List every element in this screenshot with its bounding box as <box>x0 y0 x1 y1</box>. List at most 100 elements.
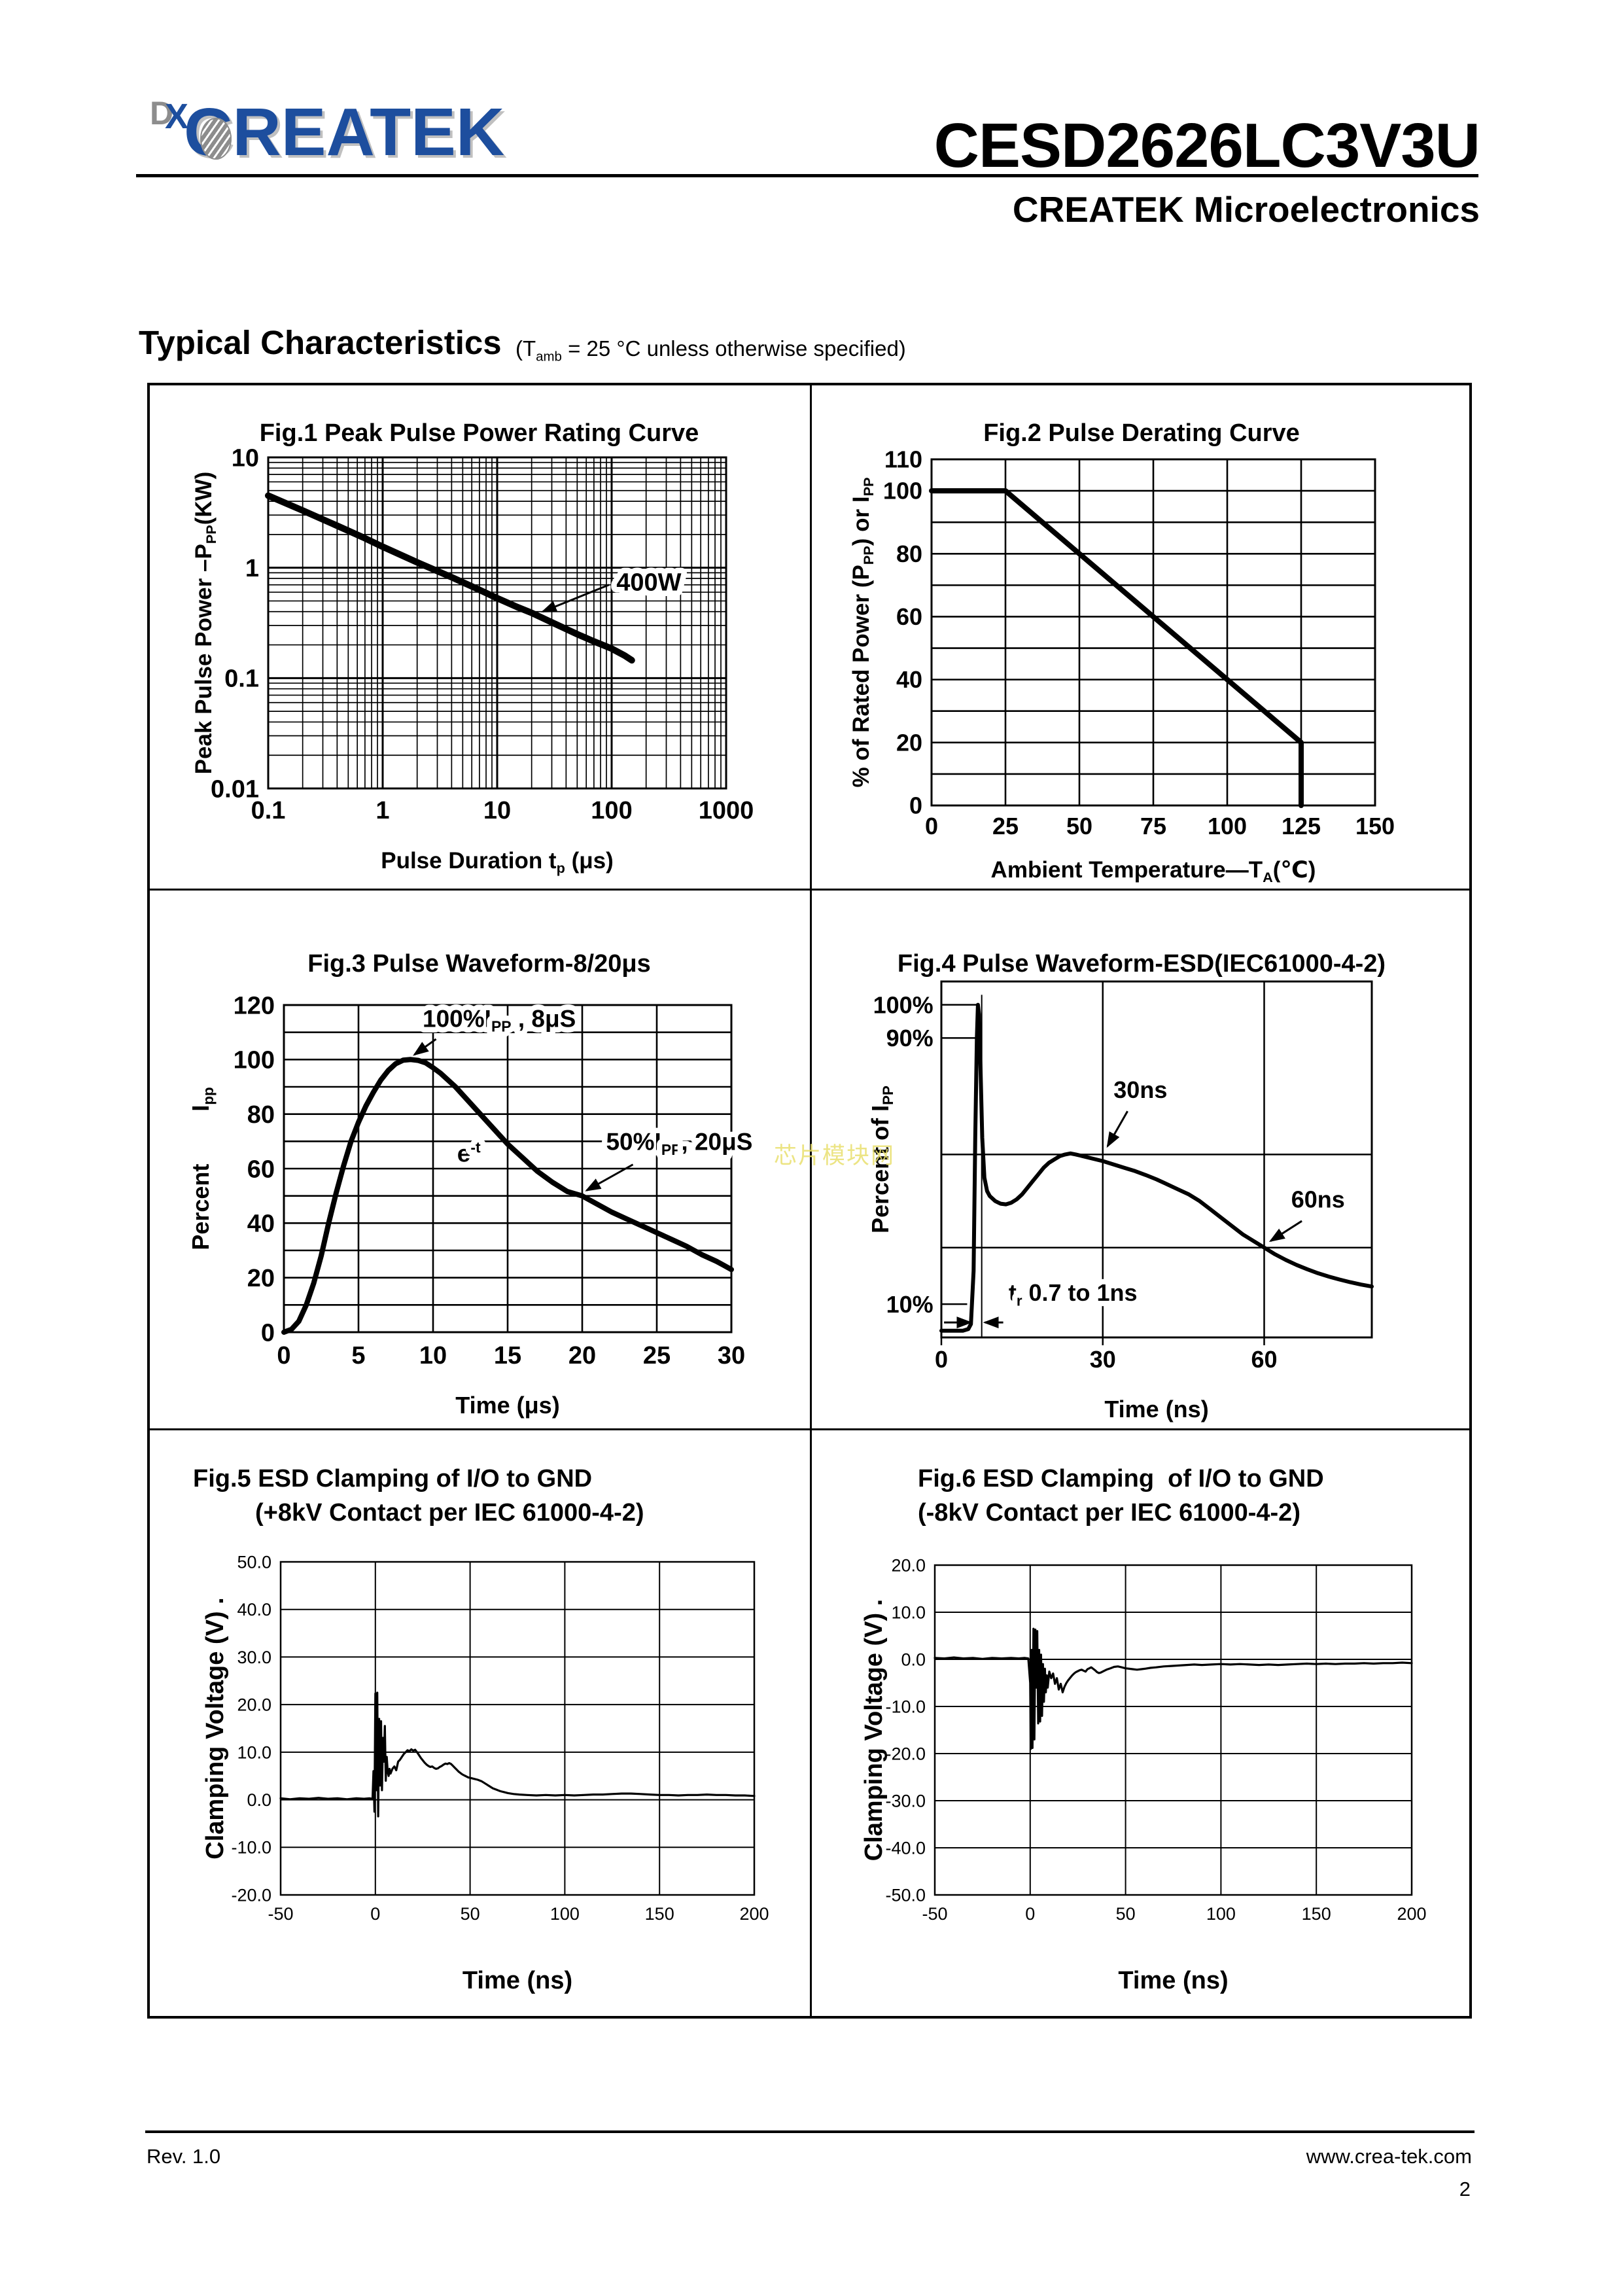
fig2-pulse-derating-curve-label: 50 <box>1066 813 1092 839</box>
figure-cell-fig2: Fig.2 Pulse Derating Curve 0 25 50 75 100 125… <box>811 383 1472 890</box>
fig3-pulse-waveform-8-20us-label: Percent Ipp <box>187 1087 217 1250</box>
logo-globe-icon <box>200 118 232 160</box>
fig5-esd-clamping-positive-8kv-series-0 <box>279 1691 756 1818</box>
table-divider-row2 <box>147 1428 1472 1430</box>
fig3-pulse-waveform-8-20us-label: 60 <box>247 1156 275 1183</box>
fig5-esd-clamping-positive-8kv-label: -20.0 <box>231 1885 271 1905</box>
fig5-esd-clamping-positive-8kv-label: 100 <box>550 1904 580 1924</box>
fig6-esd-clamping-negative-8kv-label: 0.0 <box>901 1650 926 1669</box>
fig3-pulse-waveform-8-20us-arrow <box>413 1038 437 1056</box>
fig3-pulse-waveform-8-20us-arrow <box>585 1163 634 1192</box>
fig5-esd-clamping-positive-8kv-label: -10.0 <box>231 1838 271 1858</box>
fig5-title-line1: Fig.5 ESD Clamping of I/O to GND <box>193 1465 593 1492</box>
fig6-esd-clamping-negative-8kv: -50 0 50 100 150 200 20.0 10.0 0.0 -10.0 -20.0 -30.… <box>860 1555 1427 1994</box>
fig5-esd-clamping-positive-8kv-label: 20.0 <box>237 1695 271 1715</box>
fig2-title: Fig.2 Pulse Derating Curve <box>983 419 1300 447</box>
table-divider-row1 <box>147 889 1472 891</box>
fig6-esd-clamping-negative-8kv-label: 200 <box>1397 1904 1426 1924</box>
fig5-esd-clamping-positive-8kv-label: 30.0 <box>237 1648 271 1667</box>
fig1-peak-pulse-power-rating-curve-label: 1 <box>245 555 259 582</box>
fig4-pulse-waveform-esd-iec61000-4-2-label: tr 0.7 to 1ns <box>1009 1279 1138 1309</box>
figure-cell-fig1: Fig.1 Peak Pulse Power Rating Curve 0.1 1… <box>147 383 811 890</box>
fig2-pulse-derating-curve-series-0 <box>929 488 1304 808</box>
fig3-pulse-waveform-8-20us-label: 15 <box>494 1342 521 1369</box>
fig2-pulse-derating-curve-label: 20 <box>896 729 922 756</box>
fig6-esd-clamping-negative-8kv-label: -40.0 <box>885 1838 926 1858</box>
fig2-pulse-derating-curve-label: 150 <box>1355 813 1395 839</box>
fig3-pulse-waveform-8-20us: 0 5 10 15 20 25 30 120 100 80 60 40 20 0 Time (μs) Perc… <box>187 992 758 1419</box>
fig5-esd-clamping-positive-8kv-label: 50.0 <box>237 1552 271 1572</box>
header-rule <box>136 174 1478 177</box>
fig6-esd-clamping-negative-8kv-label: Time (ns) <box>1118 1967 1228 1994</box>
figure-cell-fig6: Fig.6 ESD Clamping of I/O to GND (-8kV C… <box>811 1430 1472 2019</box>
fig1-peak-pulse-power-rating-curve-label: 400W <box>616 569 681 597</box>
fig3-pulse-waveform-8-20us-label: 0 <box>261 1319 275 1347</box>
fig2-pulse-derating-curve-label: 40 <box>896 666 922 693</box>
fig4-pulse-waveform-esd-iec61000-4-2-arrow <box>1106 1110 1128 1148</box>
logo-wordmark: CREATEK <box>184 94 505 169</box>
fig1-peak-pulse-power-rating-curve-label: 10 <box>483 797 511 824</box>
fig4-pulse-waveform-esd-iec61000-4-2-label: 100% <box>873 991 934 1018</box>
fig1-peak-pulse-power-rating-curve-label: Pulse Duration tp (μs) <box>381 848 614 876</box>
fig5-esd-clamping-positive-8kv-label: 40.0 <box>237 1600 271 1619</box>
fig3-pulse-waveform-8-20us-label: 0 <box>277 1342 290 1369</box>
fig4-pulse-waveform-esd-iec61000-4-2-label: 30ns <box>1113 1076 1167 1103</box>
fig6-esd-clamping-negative-8kv-label: -50 <box>922 1904 947 1924</box>
table-divider-vertical <box>810 383 812 2019</box>
fig6-esd-clamping-negative-8kv-label: -20.0 <box>885 1744 926 1763</box>
fig1-peak-pulse-power-rating-curve-label: 0.1 <box>251 797 286 824</box>
fig1-peak-pulse-power-rating-curve-label: 1 <box>375 797 389 824</box>
fig1-peak-pulse-power-rating-curve-label: 10 <box>232 444 259 472</box>
fig6-esd-clamping-negative-8kv-label: 10.0 <box>891 1602 926 1622</box>
fig2-pulse-derating-curve-label: Ambient Temperature—TA(℃) <box>991 857 1316 885</box>
fig3-pulse-waveform-8-20us-label: 100%IPP , 8μS <box>423 1005 576 1034</box>
footer-rule <box>145 2130 1475 2133</box>
fig6-esd-clamping-negative-8kv-label: 150 <box>1302 1904 1331 1924</box>
fig5-esd-clamping-positive-8kv-label: Time (ns) <box>462 1967 572 1994</box>
fig4-pulse-waveform-esd-iec61000-4-2-label: Percent of IPP <box>867 1086 896 1233</box>
fig4-pulse-waveform-esd-iec61000-4-2-label: 10% <box>886 1291 934 1318</box>
fig4-pulse-waveform-esd-iec61000-4-2-label: 60ns <box>1291 1186 1345 1213</box>
fig6-esd-clamping-negative-8kv-label: -50.0 <box>885 1885 926 1905</box>
fig5-esd-clamping-positive-8kv-label: 50 <box>461 1904 480 1924</box>
fig2-pulse-derating-curve-label: 0 <box>909 792 922 819</box>
fig3-pulse-waveform-8-20us-label: 5 <box>351 1342 365 1369</box>
fig5-title-line2: (+8kV Contact per IEC 61000-4-2) <box>255 1499 644 1527</box>
figure-cell-fig3: Fig.3 Pulse Waveform-8/20μs 0 5 10 15 20 25 30… <box>147 890 811 1430</box>
fig2-pulse-derating-curve: 0 25 50 75 100 125 150 110 100 80 60 40 20 0 Ambient T… <box>848 446 1395 885</box>
fig1-peak-pulse-power-rating-curve-label: 0.01 <box>211 775 259 803</box>
fig5-esd-clamping-positive-8kv-label: 200 <box>739 1904 769 1924</box>
fig5-esd-clamping-positive-8kv: -50 0 50 100 150 200 50.0 40.0 30.0 20.0 10.0 0.0 -1… <box>201 1552 769 1994</box>
fig2-pulse-derating-curve-label: % of Rated Power (PPP) or IPP <box>848 477 877 787</box>
fig6-esd-clamping-negative-8kv-label: 20.0 <box>891 1555 926 1575</box>
fig5-esd-clamping-positive-8kv-label: -50 <box>268 1904 293 1924</box>
fig1-peak-pulse-power-rating-curve-label: 0.1 <box>224 665 259 693</box>
footer-page-number: 2 <box>1459 2178 1471 2200</box>
fig4-pulse-waveform-esd-iec61000-4-2-label: Time (ns) <box>1104 1396 1208 1422</box>
fig4-pulse-waveform-esd-iec61000-4-2-label: 0 <box>935 1346 948 1373</box>
fig2-pulse-derating-curve-label: 125 <box>1282 813 1321 839</box>
fig5-esd-clamping-positive-8kv-label: 150 <box>645 1904 674 1924</box>
footer-revision: Rev. 1.0 <box>147 2145 221 2168</box>
fig4-pulse-waveform-esd-iec61000-4-2-label: 60 <box>1251 1346 1277 1373</box>
figure-table: Fig.1 Peak Pulse Power Rating Curve 0.1 1… <box>147 383 1472 2019</box>
fig3-pulse-waveform-8-20us-label: Time (μs) <box>455 1392 559 1419</box>
watermark: 芯片模块网 <box>774 1143 896 1169</box>
figure-cell-fig4: Fig.4 Pulse Waveform-ESD(IEC61000-4-2) 0… <box>811 890 1472 1430</box>
fig3-pulse-waveform-8-20us-label: 50%IPP, 20μS <box>606 1129 752 1158</box>
fig6-esd-clamping-negative-8kv-series-0 <box>934 1627 1413 1750</box>
fig1-peak-pulse-power-rating-curve-label: 100 <box>591 797 632 824</box>
fig5-esd-clamping-positive-8kv-label: 10.0 <box>237 1742 271 1762</box>
fig1-peak-pulse-power-rating-curve-arrow <box>540 584 610 613</box>
fig3-pulse-waveform-8-20us-label: e-t <box>457 1139 481 1167</box>
footer-website: www.crea-tek.com <box>1306 2145 1472 2168</box>
fig4-pulse-waveform-esd-iec61000-4-2-label: 30 <box>1090 1346 1116 1373</box>
fig3-pulse-waveform-8-20us-label: 120 <box>234 992 275 1019</box>
part-number-title: CESD2626LC3V3U <box>934 111 1480 181</box>
fig6-title-line2: (-8kV Contact per IEC 61000-4-2) <box>918 1499 1300 1527</box>
fig6-esd-clamping-negative-8kv-label: 100 <box>1206 1904 1236 1924</box>
fig6-esd-clamping-negative-8kv-label: -10.0 <box>885 1697 926 1716</box>
fig3-pulse-waveform-8-20us-label: 20 <box>247 1265 275 1292</box>
